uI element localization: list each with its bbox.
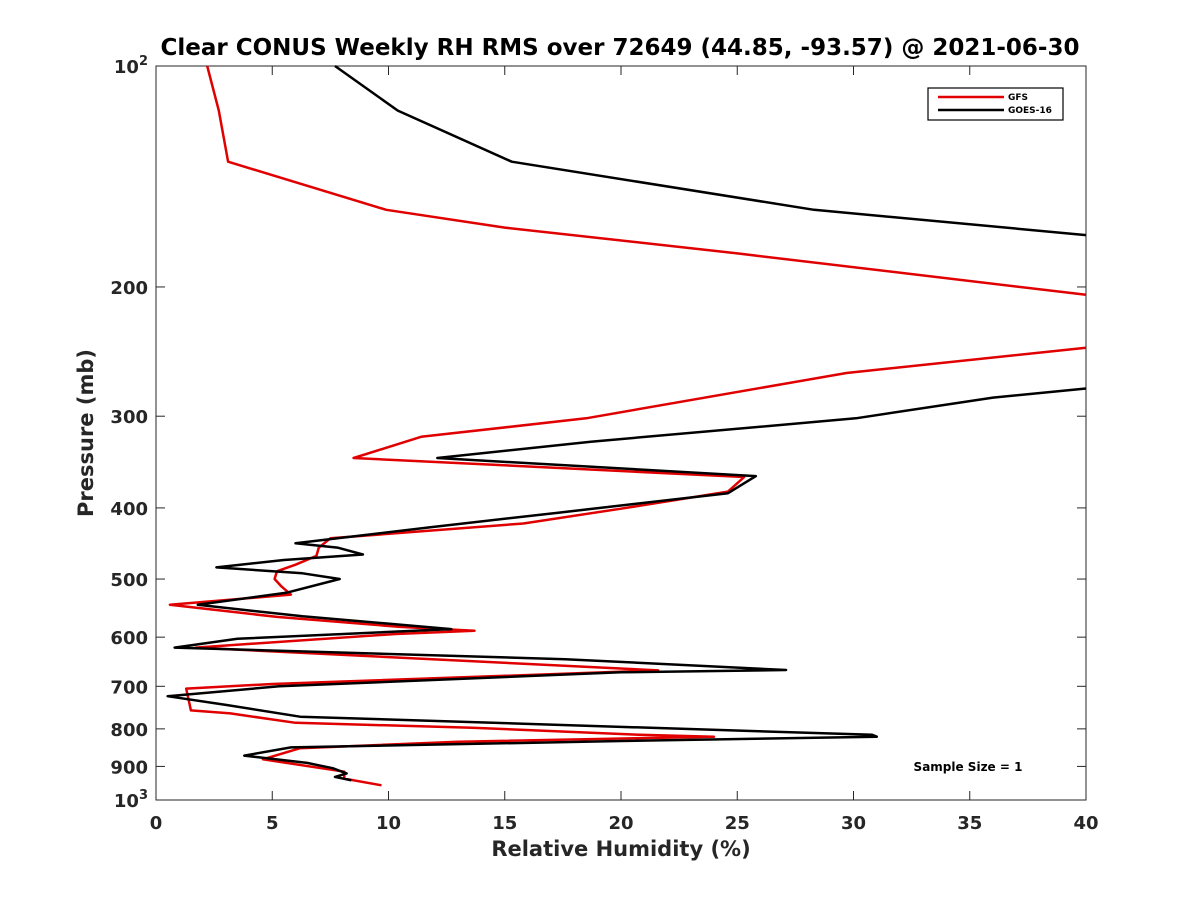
legend-box xyxy=(927,87,1064,121)
x-axis-label: Relative Humidity (%) xyxy=(491,837,750,861)
y-tick-label-500: 500 xyxy=(110,570,148,591)
plot-lines xyxy=(166,64,1087,787)
x-tick-label-40: 40 xyxy=(1073,813,1098,834)
y-tick-label-100: 102 xyxy=(114,54,148,78)
legend-label-gfs: GFS xyxy=(1008,93,1028,103)
y-tick-label-400: 400 xyxy=(110,499,148,520)
x-tick-label-35: 35 xyxy=(957,813,982,834)
x-tick-label-30: 30 xyxy=(841,813,866,834)
x-tick-label-20: 20 xyxy=(608,813,633,834)
y-tick-label-700: 700 xyxy=(110,677,148,698)
y-tick-label-1000: 103 xyxy=(114,788,148,812)
legend: GFS GOES-16 xyxy=(927,87,1064,121)
y-tick-label-600: 600 xyxy=(110,628,148,649)
series-line-goes16 xyxy=(166,64,1087,782)
y-tick-label-200: 200 xyxy=(110,278,148,299)
x-tick-label-10: 10 xyxy=(376,813,401,834)
chart-title: Clear CONUS Weekly RH RMS over 72649 (44… xyxy=(161,35,1080,61)
legend-label-goes16: GOES-16 xyxy=(1008,106,1052,116)
y-tick-label-800: 800 xyxy=(110,720,148,741)
y-tick-label-300: 300 xyxy=(110,407,148,428)
x-tick-label-25: 25 xyxy=(725,813,750,834)
y-axis: 102 200 300 400 500 600 700 800 900 103 xyxy=(110,54,1086,812)
y-axis-label: Pressure (mb) xyxy=(74,349,98,517)
sample-size-annotation: Sample Size = 1 xyxy=(914,760,1023,774)
x-tick-label-0: 0 xyxy=(150,813,163,834)
x-tick-label-5: 5 xyxy=(266,813,279,834)
x-tick-label-15: 15 xyxy=(492,813,517,834)
plot-area xyxy=(155,65,1087,801)
y-tick-label-900: 900 xyxy=(110,757,148,778)
x-axis: 0 5 10 15 20 25 30 35 40 xyxy=(150,66,1099,834)
